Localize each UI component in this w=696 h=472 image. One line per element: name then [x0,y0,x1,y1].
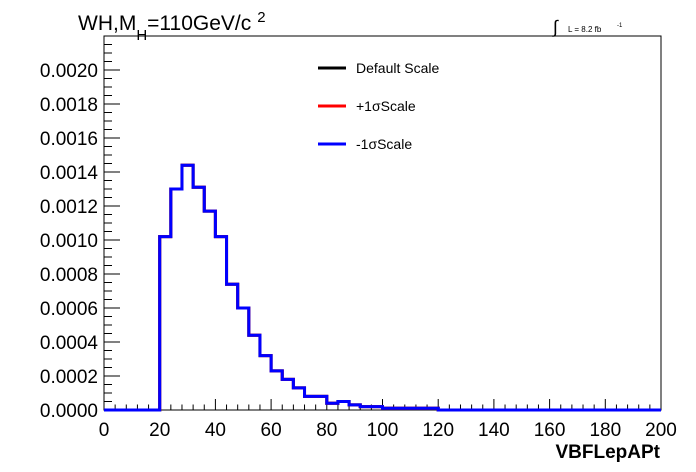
x-tick-label: 60 [261,420,282,441]
series-line-2 [104,163,661,412]
y-tick-label: 0.0006 [40,299,98,320]
title-rest: =110GeV/c [147,12,251,35]
y-tick-label: 0.0000 [40,401,98,422]
lumi-label: L = 8.2 fb [568,25,602,34]
legend: Default Scale +1σScale -1σScale [318,60,439,152]
title-main: WH,M [78,12,136,35]
series-layer [104,163,661,412]
x-tick-label: 40 [205,420,226,441]
x-tick-label: 200 [645,420,677,441]
title-superscript: 2 [257,9,265,26]
plot-frame [103,35,662,411]
legend-entry: Default Scale [356,60,439,76]
series-line-1 [104,163,661,412]
chart-title: WH,MH=110GeV/c 2 [78,9,266,44]
y-tick-label: 0.0002 [40,367,98,388]
y-tick-label: 0.0014 [40,163,99,184]
x-tick-label: 0 [99,420,110,441]
x-tick-label: 120 [422,420,454,441]
y-tick-label: 0.0008 [40,265,98,286]
title-subscript: H [136,27,147,44]
legend-entry: -1σScale [356,136,412,152]
y-tick-label: 0.0016 [40,129,98,150]
lumi-superscript: -1 [617,23,623,29]
legend-entry: +1σScale [356,98,416,114]
y-tick-label: 0.0018 [40,95,98,116]
series-line-0 [104,163,661,412]
y-tick-label: 0.0012 [40,197,98,218]
x-tick-label: 100 [367,420,399,441]
x-tick-label: 20 [149,420,170,441]
axis-ticks: 0 20 40 60 80 100 120 140 160 180 200 0.0000 0.0002 0… [40,44,677,441]
integral-sign: ∫ [551,17,559,37]
y-tick-label: 0.0020 [40,61,98,82]
x-tick-label: 180 [589,420,621,441]
y-tick-label: 0.0004 [40,333,99,354]
y-tick-label: 0.0010 [40,231,98,252]
x-tick-label: 80 [316,420,337,441]
x-tick-label: 160 [534,420,566,441]
luminosity-annotation: ∫ L = 8.2 fb -1 [551,17,623,37]
x-axis-label: VBFLepAPt [556,442,661,463]
x-tick-label: 140 [478,420,510,441]
